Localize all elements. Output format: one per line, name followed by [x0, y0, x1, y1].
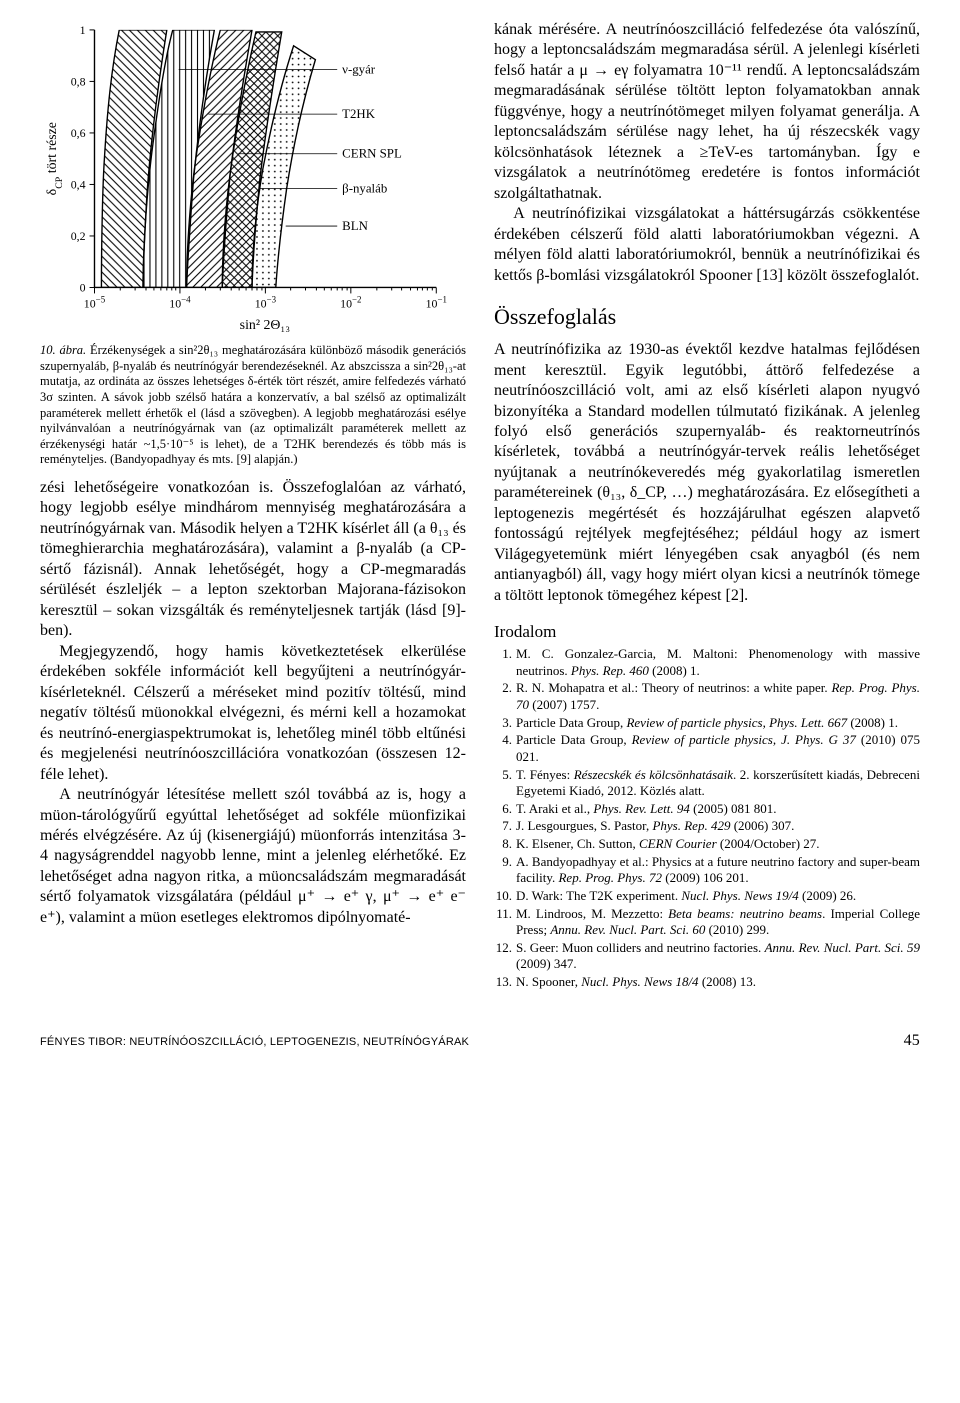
- left-body-text: zési lehetőségeire vonatkozóan is. Össze…: [40, 478, 466, 928]
- reference-text: M. C. Gonzalez-Garcia, M. Maltoni: Pheno…: [516, 646, 920, 679]
- reference-item: 11.M. Lindroos, M. Mezzetto: Beta beams:…: [494, 906, 920, 939]
- reference-number: 2.: [494, 680, 512, 713]
- two-column-layout: 0 0,2 0,4 0,6 0,8 1 10−5 10−4 10−3 10−2: [40, 20, 920, 992]
- x-ticks: 10−5 10−4 10−3 10−2 10−1: [84, 287, 447, 310]
- reference-item: 6.T. Araki et al., Phys. Rev. Lett. 94 (…: [494, 801, 920, 818]
- legend-nu-factory: ν-gyár: [342, 62, 376, 76]
- page-footer: FÉNYES TIBOR: NEUTRÍNÓOSZCILLÁCIÓ, LEPTO…: [40, 1032, 920, 1050]
- reference-number: 13.: [494, 974, 512, 991]
- reference-number: 9.: [494, 854, 512, 887]
- ytick-0: 0: [80, 280, 86, 294]
- reference-item: 9.A. Bandyopadhyay et al.: Physics at a …: [494, 854, 920, 887]
- reference-number: 6.: [494, 801, 512, 818]
- figure-number: 10. ábra.: [40, 343, 86, 357]
- reference-item: 7.J. Lesgourgues, S. Pastor, Phys. Rep. …: [494, 818, 920, 835]
- reference-item: 12.S. Geer: Muon colliders and neutrino …: [494, 940, 920, 973]
- ytick-5: 1: [80, 23, 86, 37]
- footer-page-number: 45: [904, 1032, 920, 1050]
- reference-item: 5.T. Fényes: Részecskék és kölcsönhatása…: [494, 767, 920, 800]
- footer-running-head: FÉNYES TIBOR: NEUTRÍNÓOSZCILLÁCIÓ, LEPTO…: [40, 1036, 469, 1048]
- right-para-2: A neutrínófizikai vizsgálatokat a háttér…: [494, 204, 920, 286]
- reference-number: 11.: [494, 906, 512, 939]
- page: 0 0,2 0,4 0,6 0,8 1 10−5 10−4 10−3 10−2: [0, 0, 960, 1070]
- legend-beta-beam: β-nyaláb: [342, 181, 387, 195]
- legend-cern-spl: CERN SPL: [342, 147, 402, 161]
- reference-number: 12.: [494, 940, 512, 973]
- reference-number: 8.: [494, 836, 512, 853]
- figure-10: 0 0,2 0,4 0,6 0,8 1 10−5 10−4 10−3 10−2: [40, 20, 466, 337]
- svg-text:10−5: 10−5: [84, 294, 106, 310]
- legend-t2hk: T2HK: [342, 107, 376, 121]
- right-para-1: kának mérésére. A neutrínóoszcilláció fe…: [494, 20, 920, 204]
- reference-item: 4.Particle Data Group, Review of particl…: [494, 732, 920, 765]
- reference-item: 1.M. C. Gonzalez-Garcia, M. Maltoni: Phe…: [494, 646, 920, 679]
- summary-body: A neutrínófizika az 1930-as évektől kezd…: [494, 340, 920, 606]
- y-ticks: 0 0,2 0,4 0,6 0,8 1: [71, 23, 95, 295]
- reference-text: R. N. Mohapatra et al.: Theory of neutri…: [516, 680, 920, 713]
- reference-number: 1.: [494, 646, 512, 679]
- reference-text: Particle Data Group, Review of particle …: [516, 732, 920, 765]
- figure-caption-text: Érzékenységek a sin²2θ₁₃ meghatározására…: [40, 343, 466, 466]
- left-column: 0 0,2 0,4 0,6 0,8 1 10−5 10−4 10−3 10−2: [40, 20, 466, 992]
- left-para-3: A neutrínógyár létesítése mellett szól t…: [40, 785, 466, 928]
- reference-number: 4.: [494, 732, 512, 765]
- svg-text:10−2: 10−2: [340, 294, 361, 310]
- reference-number: 5.: [494, 767, 512, 800]
- reference-number: 10.: [494, 888, 512, 905]
- right-top-text: kának mérésére. A neutrínóoszcilláció fe…: [494, 20, 920, 286]
- chart-bands: [101, 30, 315, 288]
- references-heading: Irodalom: [494, 622, 920, 642]
- left-para-1: zési lehetőségeire vonatkozóan is. Össze…: [40, 478, 466, 642]
- reference-number: 7.: [494, 818, 512, 835]
- reference-number: 3.: [494, 715, 512, 732]
- reference-item: 13.N. Spooner, Nucl. Phys. News 18/4 (20…: [494, 974, 920, 991]
- reference-text: S. Geer: Muon colliders and neutrino fac…: [516, 940, 920, 973]
- reference-item: 8.K. Elsener, Ch. Sutton, CERN Courier (…: [494, 836, 920, 853]
- figure-10-svg: 0 0,2 0,4 0,6 0,8 1 10−5 10−4 10−3 10−2: [40, 20, 466, 337]
- reference-text: Particle Data Group, Review of particle …: [516, 715, 920, 732]
- ytick-1: 0,2: [71, 229, 86, 243]
- reference-text: D. Wark: The T2K experiment. Nucl. Phys.…: [516, 888, 920, 905]
- references-list: 1.M. C. Gonzalez-Garcia, M. Maltoni: Phe…: [494, 646, 920, 991]
- reference-item: 3.Particle Data Group, Review of particl…: [494, 715, 920, 732]
- summary-heading: Összefoglalás: [494, 304, 920, 330]
- legend-bln: BLN: [342, 219, 368, 233]
- svg-text:10−3: 10−3: [255, 294, 277, 310]
- reference-text: A. Bandyopadhyay et al.: Physics at a fu…: [516, 854, 920, 887]
- ytick-4: 0,8: [71, 74, 86, 88]
- left-para-2: Megjegyzendő, hogy hamis következtetések…: [40, 642, 466, 785]
- right-column: kának mérésére. A neutrínóoszcilláció fe…: [494, 20, 920, 992]
- ytick-2: 0,4: [71, 177, 86, 191]
- reference-text: K. Elsener, Ch. Sutton, CERN Courier (20…: [516, 836, 920, 853]
- reference-item: 10.D. Wark: The T2K experiment. Nucl. Ph…: [494, 888, 920, 905]
- reference-item: 2.R. N. Mohapatra et al.: Theory of neut…: [494, 680, 920, 713]
- svg-text:10−1: 10−1: [426, 294, 447, 310]
- y-axis-label: δCP tört része: [44, 122, 65, 195]
- reference-text: J. Lesgourgues, S. Pastor, Phys. Rep. 42…: [516, 818, 920, 835]
- figure-10-caption: 10. ábra. Érzékenységek a sin²2θ₁₃ megha…: [40, 343, 466, 468]
- reference-text: T. Araki et al., Phys. Rev. Lett. 94 (20…: [516, 801, 920, 818]
- summary-para: A neutrínófizika az 1930-as évektől kezd…: [494, 340, 920, 606]
- svg-text:10−4: 10−4: [169, 294, 191, 310]
- x-axis-label: sin² 2Θ₁₃: [240, 317, 291, 332]
- reference-text: N. Spooner, Nucl. Phys. News 18/4 (2008)…: [516, 974, 920, 991]
- reference-text: M. Lindroos, M. Mezzetto: Beta beams: ne…: [516, 906, 920, 939]
- reference-text: T. Fényes: Részecskék és kölcsönhatásaik…: [516, 767, 920, 800]
- ytick-3: 0,6: [71, 126, 86, 140]
